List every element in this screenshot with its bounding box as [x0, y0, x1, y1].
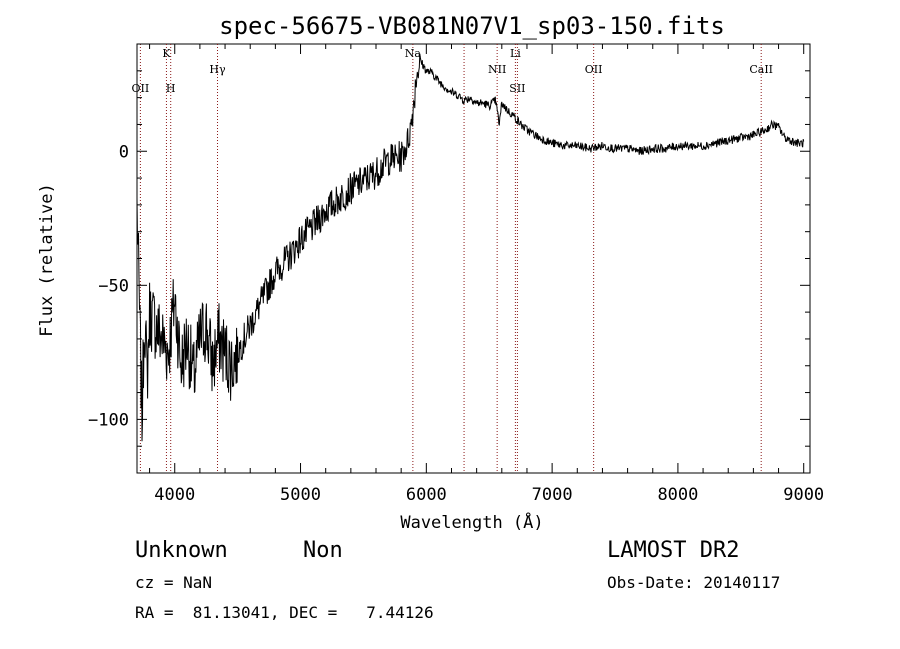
spectral-line-label: SII — [509, 82, 525, 95]
spectral-line-label: Li — [510, 47, 521, 60]
spectral-class: Unknown — [135, 538, 228, 563]
y-tick-label: −100 — [88, 410, 129, 430]
y-axis-label: Flux (relative) — [37, 183, 57, 337]
spectral-line-label: OII — [585, 63, 603, 76]
spectral-line-label: Hγ — [209, 63, 226, 76]
spectral-line-label: CaII — [749, 63, 773, 76]
x-tick-label: 6000 — [406, 485, 447, 505]
x-tick-label: 7000 — [532, 485, 573, 505]
spectral-line-label: K — [162, 47, 171, 60]
x-axis-label: Wavelength (Å) — [400, 511, 543, 533]
chart-title: spec-56675-VB081N07V1_sp03-150.fits — [219, 12, 725, 40]
spectral-line-label: H — [166, 82, 176, 95]
axes-ticks: 4000 5000 6000 7000 8000 9000 0 −50 −100 — [88, 43, 824, 505]
y-tick-label: 0 — [119, 142, 129, 162]
spectral-line-label: OII — [132, 82, 150, 95]
obs-date: Obs-Date: 20140117 — [607, 573, 781, 592]
spectrum-line — [136, 53, 805, 442]
redshift-value: cz = NaN — [135, 573, 213, 592]
spectral-subclass: Non — [303, 538, 343, 563]
spectral-line-label: NII — [488, 63, 506, 76]
emission-lines: OII K H Hγ Na NII Li SII OII CaII — [132, 44, 773, 473]
x-tick-label: 5000 — [280, 485, 321, 505]
coordinates: RA = 81.13041, DEC = 7.44126 — [135, 603, 434, 622]
survey-name: LAMOST DR2 — [607, 538, 740, 563]
x-tick-label: 4000 — [154, 485, 195, 505]
x-tick-label: 9000 — [783, 485, 824, 505]
y-tick-label: −50 — [98, 276, 129, 296]
plot-frame — [136, 43, 811, 474]
x-tick-label: 8000 — [657, 485, 698, 505]
spectral-line-label: Na — [405, 47, 422, 60]
